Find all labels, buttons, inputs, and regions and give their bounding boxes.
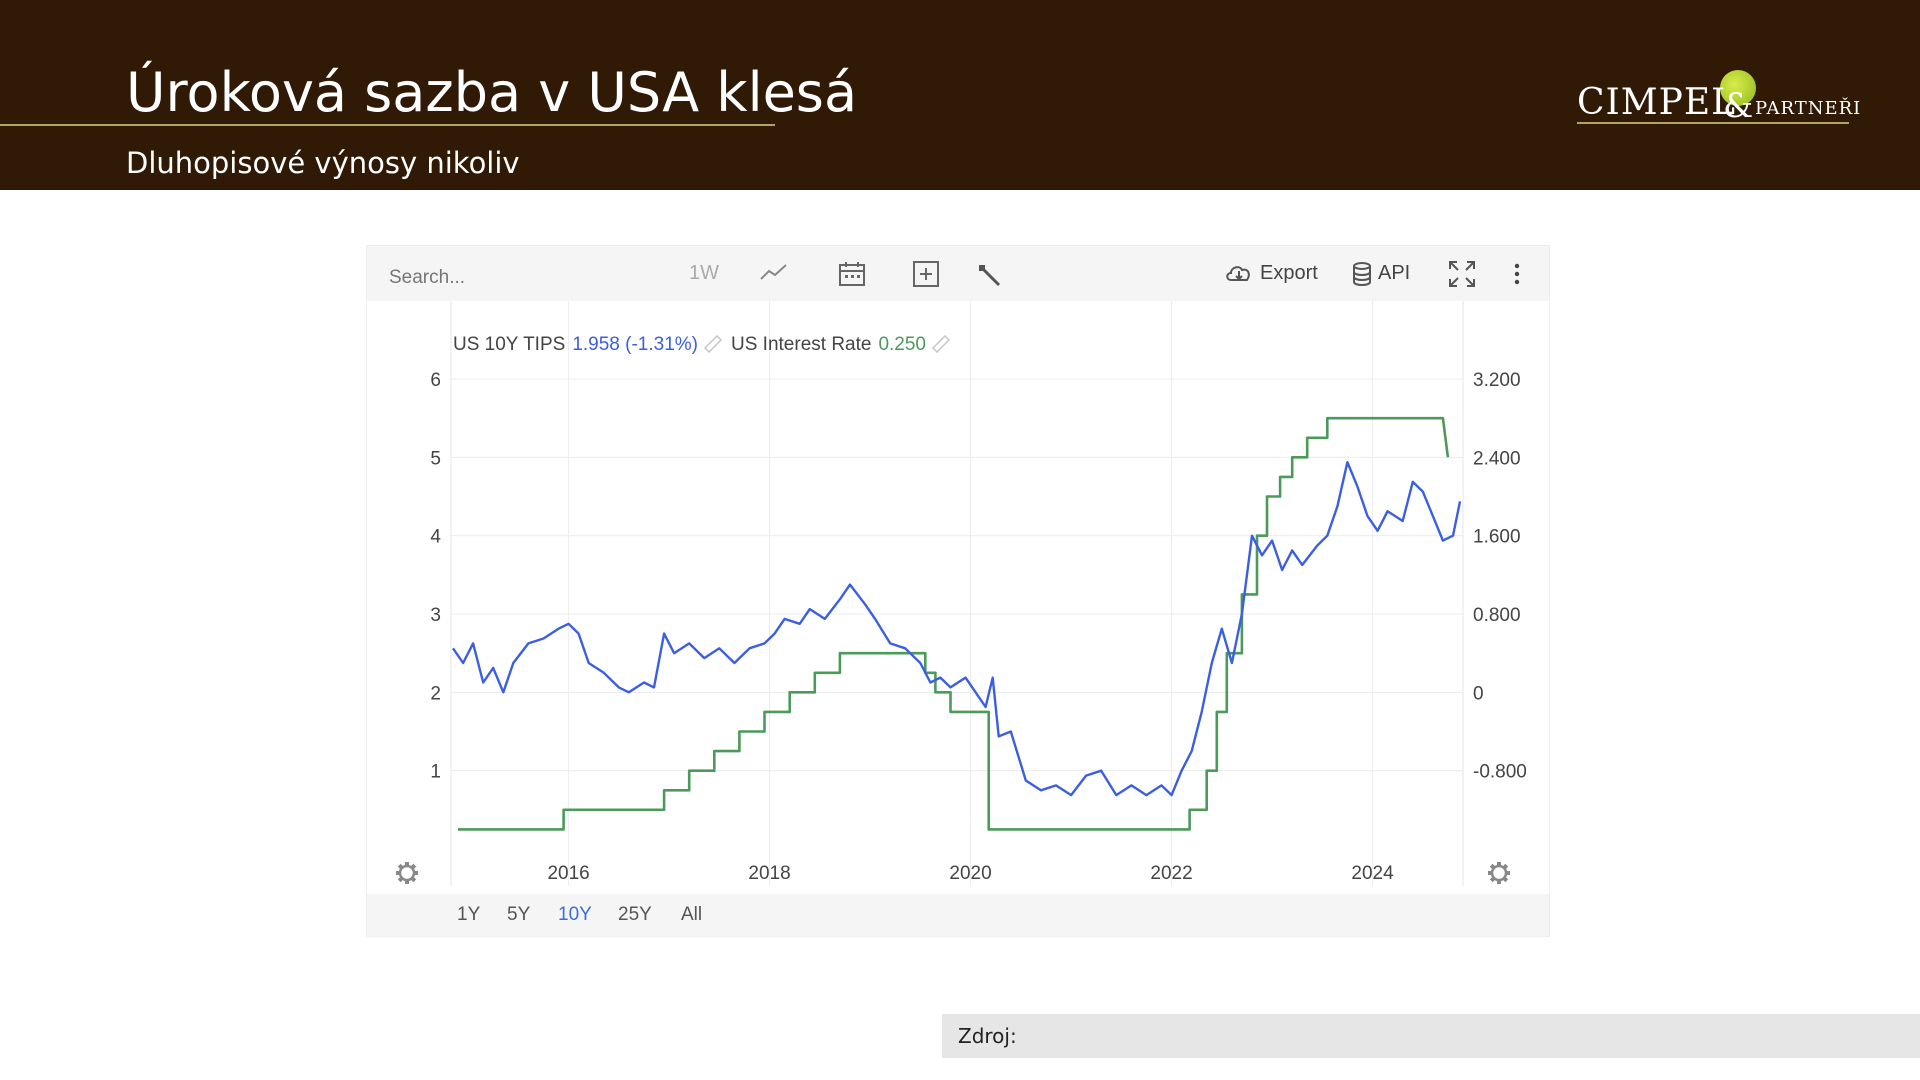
logo-main-text: CIMPEL: [1577, 82, 1737, 123]
range-button-all[interactable]: All: [681, 904, 703, 925]
legend-series-value: 1.958 (-1.31%): [572, 334, 698, 355]
x-axis-tick-label: 2018: [748, 863, 790, 884]
calendar-icon[interactable]: [838, 260, 866, 288]
logo-ampersand: &: [1723, 86, 1754, 126]
logo-leaf-icon: [1720, 70, 1756, 106]
chart-widget: 1W Export API 6 5 4 3 2 1 3.200 2.400 1.600 0.800…: [366, 245, 1550, 937]
x-axis-tick-label: 2016: [547, 863, 589, 884]
left-axis-tick-label: 5: [430, 448, 441, 469]
series-line-us-interest-rate: [458, 416, 1450, 831]
range-button-10y[interactable]: 10Y: [558, 904, 592, 925]
cloud-download-icon[interactable]: [1224, 262, 1254, 284]
source-box: Zdroj:: [942, 1014, 1920, 1058]
slide-subtitle: Dluhopisové výnosy nikoliv: [126, 146, 520, 180]
edit-pencil-icon: [703, 334, 723, 354]
x-axis-tick-label: 2024: [1351, 863, 1394, 884]
right-axis-tick-label: 0.800: [1473, 605, 1521, 626]
slide-title: Úroková sazba v USA klesá: [126, 61, 858, 124]
search-input[interactable]: [387, 266, 661, 290]
gear-tooth: [1497, 862, 1501, 867]
left-axis-tick-label: 4: [430, 527, 441, 548]
legend-series-name: US Interest Rate: [731, 334, 871, 355]
legend-series-name: US 10Y TIPS: [453, 334, 565, 355]
fullscreen-icon[interactable]: [1448, 260, 1476, 288]
line-chart-icon[interactable]: [760, 262, 788, 282]
left-axis-tick-label: 1: [430, 762, 441, 783]
gear-tooth: [1497, 879, 1501, 884]
legend-series-value: 0.250: [878, 334, 926, 355]
more-options-icon[interactable]: [1512, 260, 1522, 288]
right-axis-tick-label: 1.600: [1473, 527, 1521, 548]
right-axis-tick-label: 0: [1473, 683, 1484, 704]
series-line-us-10y-tips: [452, 461, 1462, 797]
logo-underline: [1577, 122, 1849, 124]
gear-ring: [1490, 864, 1508, 882]
gear-tooth: [405, 879, 409, 884]
x-axis-tick-label: 2022: [1150, 863, 1192, 884]
settings-gear-icon[interactable]: [396, 862, 418, 884]
left-axis-tick-label: 3: [430, 605, 441, 626]
chart-toolbar: 1W Export API: [367, 246, 1549, 301]
range-bar: [367, 894, 1549, 936]
right-axis-tick-label: -0.800: [1473, 762, 1527, 783]
settings-gear-icon[interactable]: [1488, 862, 1510, 884]
right-axis-tick-label: 3.200: [1473, 370, 1521, 391]
company-logo: CIMPEL & PARTNEŘI: [1575, 70, 1860, 130]
right-axis-tick-label: 2.400: [1473, 448, 1521, 469]
api-button[interactable]: API: [1378, 262, 1411, 284]
slide-header: Úroková sazba v USA klesá Dluhopisové vý…: [0, 0, 1920, 190]
add-indicator-icon[interactable]: [912, 260, 940, 288]
left-axis-tick-label: 2: [430, 683, 441, 704]
left-axis-tick-label: 6: [430, 370, 441, 391]
period-button[interactable]: 1W: [689, 262, 719, 284]
logo-sub-text: PARTNEŘI: [1755, 98, 1862, 119]
x-axis-tick-label: 2020: [949, 863, 991, 884]
range-button-1y[interactable]: 1Y: [457, 904, 481, 925]
range-button-5y[interactable]: 5Y: [507, 904, 531, 925]
gear-tooth: [405, 862, 409, 867]
chart-plot: 6 5 4 3 2 1 3.200 2.400 1.600 0.800 0 -0.800 2016 201…: [396, 301, 1527, 886]
edit-pencil-icon: [931, 334, 951, 354]
source-label: Zdroj:: [958, 1024, 1017, 1048]
database-icon[interactable]: [1352, 262, 1372, 286]
gear-ring: [398, 864, 416, 882]
wrench-icon[interactable]: [975, 261, 1003, 289]
title-underline: [0, 124, 775, 126]
export-button[interactable]: Export: [1260, 262, 1318, 284]
range-button-25y[interactable]: 25Y: [618, 904, 652, 925]
